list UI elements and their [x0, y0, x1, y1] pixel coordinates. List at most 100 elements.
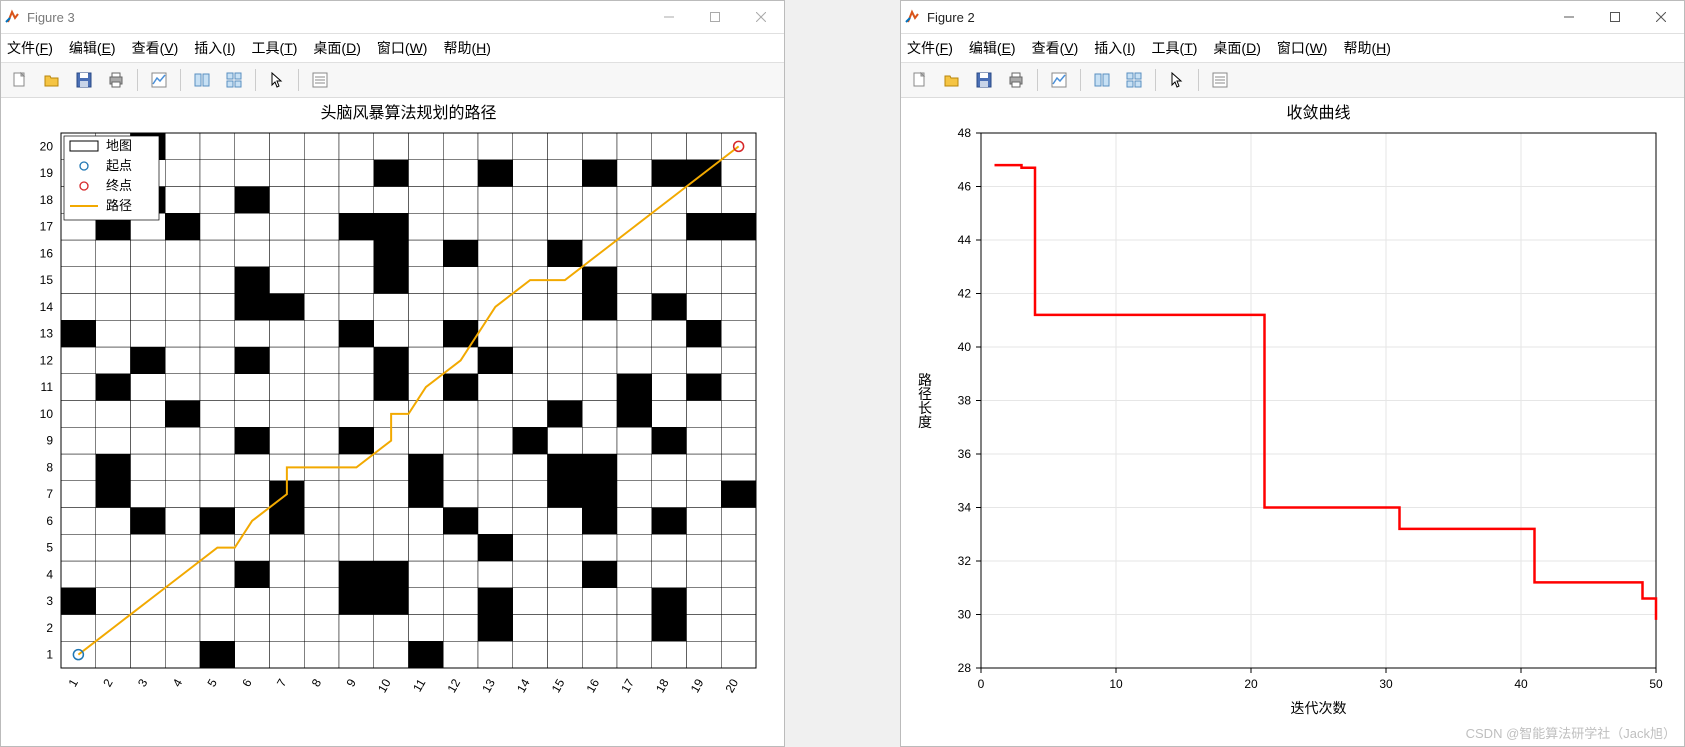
svg-text:30: 30	[958, 608, 972, 622]
svg-text:13: 13	[479, 676, 498, 695]
svg-text:2: 2	[100, 676, 116, 689]
menu-v[interactable]: 查看(V)	[132, 38, 179, 58]
svg-text:36: 36	[958, 447, 972, 461]
svg-text:20: 20	[40, 139, 54, 153]
menu-t[interactable]: 工具(T)	[252, 38, 298, 58]
menu-w[interactable]: 窗口(W)	[1277, 38, 1328, 58]
menu-e[interactable]: 编辑(E)	[69, 38, 116, 58]
svg-text:16: 16	[40, 246, 54, 260]
menu-e[interactable]: 编辑(E)	[969, 38, 1016, 58]
figure-icon[interactable]	[144, 65, 174, 95]
maximize-button[interactable]	[1592, 1, 1638, 33]
open-icon[interactable]	[37, 65, 67, 95]
svg-text:32: 32	[958, 554, 972, 568]
svg-text:7: 7	[274, 676, 290, 689]
svg-text:28: 28	[958, 661, 972, 675]
matlab-icon	[905, 9, 921, 25]
svg-text:17: 17	[40, 220, 54, 234]
svg-text:2: 2	[46, 621, 53, 635]
svg-text:20: 20	[722, 676, 741, 695]
svg-text:14: 14	[514, 676, 533, 695]
svg-text:12: 12	[40, 353, 54, 367]
link-icon[interactable]	[187, 65, 217, 95]
svg-text:4: 4	[46, 567, 53, 581]
menu-h[interactable]: 帮助(H)	[1343, 38, 1390, 58]
svg-text:8: 8	[309, 676, 325, 689]
svg-text:11: 11	[41, 380, 54, 394]
svg-text:5: 5	[46, 541, 53, 555]
menu-v[interactable]: 查看(V)	[1032, 38, 1079, 58]
save-icon[interactable]	[69, 65, 99, 95]
pointer-icon[interactable]	[262, 65, 292, 95]
svg-text:38: 38	[958, 394, 972, 408]
menu-i[interactable]: 插入(I)	[1094, 38, 1135, 58]
matlab-icon	[5, 9, 21, 25]
svg-text:地图: 地图	[106, 138, 132, 153]
svg-text:48: 48	[958, 126, 972, 140]
link-icon[interactable]	[1087, 65, 1117, 95]
tile-icon[interactable]	[1119, 65, 1149, 95]
figure2-window: Figure 2 文件(F) 编辑(E) 查看(V) 插入(I) 工具(T) 桌面(D) 窗…	[900, 0, 1685, 747]
svg-text:终点: 终点	[106, 178, 132, 193]
svg-text:收敛曲线: 收敛曲线	[1286, 104, 1350, 122]
svg-text:5: 5	[205, 676, 221, 689]
new-icon[interactable]	[905, 65, 935, 95]
svg-text:40: 40	[958, 340, 972, 354]
menu-i[interactable]: 插入(I)	[194, 38, 235, 58]
pointer-icon[interactable]	[1162, 65, 1192, 95]
window-gap	[785, 0, 900, 747]
minimize-button[interactable]	[1546, 1, 1592, 33]
close-button[interactable]	[1638, 1, 1684, 33]
svg-text:4: 4	[170, 676, 186, 689]
print-icon[interactable]	[1001, 65, 1031, 95]
svg-text:10: 10	[1109, 677, 1123, 691]
tile-icon[interactable]	[219, 65, 249, 95]
svg-text:19: 19	[40, 166, 54, 180]
menu-f[interactable]: 文件(F)	[907, 38, 953, 58]
menu-d[interactable]: 桌面(D)	[313, 38, 360, 58]
svg-text:40: 40	[1514, 677, 1528, 691]
svg-text:44: 44	[958, 233, 972, 247]
close-button[interactable]	[738, 1, 784, 33]
svg-text:7: 7	[46, 487, 53, 501]
menu-d[interactable]: 桌面(D)	[1213, 38, 1260, 58]
svg-text:10: 10	[40, 407, 54, 421]
new-icon[interactable]	[5, 65, 35, 95]
grid-path-chart: 头脑风暴算法规划的路径12345678910111213141516171819…	[1, 98, 784, 746]
figure-icon[interactable]	[1044, 65, 1074, 95]
menu-f[interactable]: 文件(F)	[7, 38, 53, 58]
print-icon[interactable]	[101, 65, 131, 95]
title-fig3: Figure 3	[27, 10, 75, 25]
svg-text:20: 20	[1244, 677, 1258, 691]
svg-text:起点: 起点	[106, 158, 132, 173]
svg-text:13: 13	[40, 327, 54, 341]
svg-text:1: 1	[46, 648, 53, 662]
titlebar-fig3[interactable]: Figure 3	[1, 1, 784, 34]
svg-text:30: 30	[1379, 677, 1393, 691]
menubar-fig3: 文件(F) 编辑(E) 查看(V) 插入(I) 工具(T) 桌面(D) 窗口(W) 帮助(H)	[1, 34, 784, 63]
save-icon[interactable]	[969, 65, 999, 95]
open-icon[interactable]	[937, 65, 967, 95]
svg-text:50: 50	[1649, 677, 1663, 691]
svg-text:18: 18	[653, 676, 672, 695]
menu-h[interactable]: 帮助(H)	[443, 38, 490, 58]
svg-text:19: 19	[688, 676, 707, 695]
svg-text:18: 18	[40, 193, 54, 207]
properties-icon[interactable]	[305, 65, 335, 95]
menu-t[interactable]: 工具(T)	[1152, 38, 1198, 58]
svg-text:10: 10	[375, 676, 394, 695]
svg-text:路径长度: 路径长度	[917, 373, 933, 429]
toolbar-fig2	[901, 63, 1684, 98]
svg-text:12: 12	[444, 676, 463, 695]
maximize-button[interactable]	[692, 1, 738, 33]
convergence-chart: 010203040502830323436384042444648收敛曲线迭代次…	[901, 98, 1684, 746]
svg-text:9: 9	[344, 676, 360, 689]
properties-icon[interactable]	[1205, 65, 1235, 95]
menubar-fig2: 文件(F) 编辑(E) 查看(V) 插入(I) 工具(T) 桌面(D) 窗口(W) 帮助(H)	[901, 34, 1684, 63]
svg-text:42: 42	[958, 287, 972, 301]
menu-w[interactable]: 窗口(W)	[377, 38, 428, 58]
svg-text:14: 14	[40, 300, 54, 314]
svg-text:17: 17	[618, 676, 637, 695]
titlebar-fig2[interactable]: Figure 2	[901, 1, 1684, 34]
minimize-button[interactable]	[646, 1, 692, 33]
